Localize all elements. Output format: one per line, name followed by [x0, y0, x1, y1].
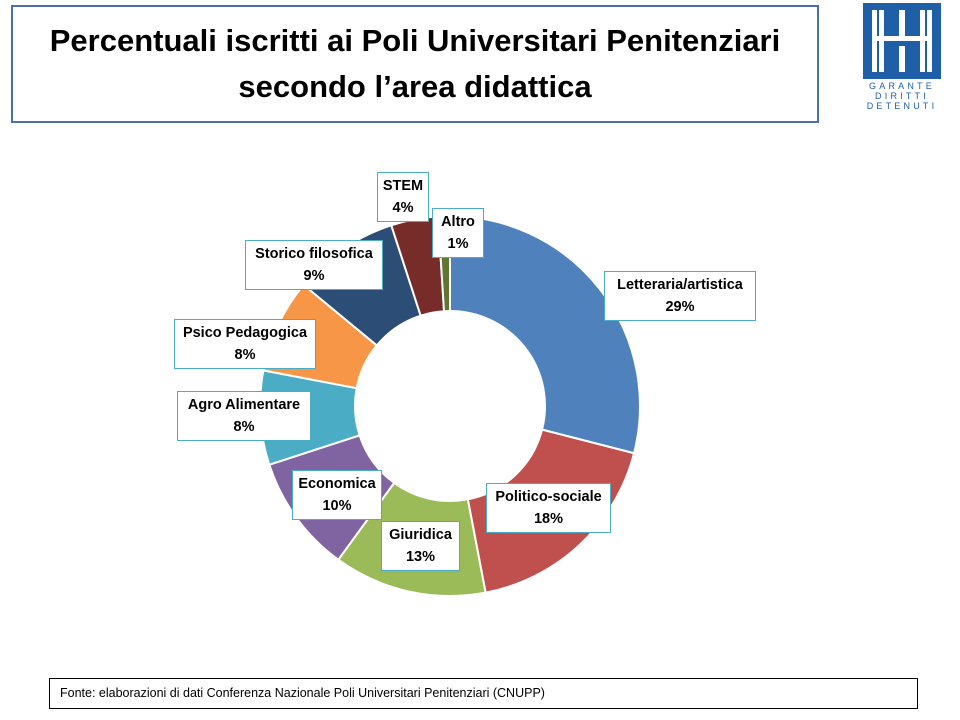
- data-label-economica: Economica 10%: [292, 470, 382, 520]
- data-label-agro-alimentare: Agro Alimentare 8%: [177, 391, 311, 441]
- data-label-name: Altro: [441, 214, 475, 230]
- logo-text-line-2: DIRITTI: [875, 91, 929, 101]
- data-label-name: Politico-sociale: [495, 489, 602, 505]
- data-label-letteraria-artistica: Letteraria/artistica 29%: [604, 271, 756, 321]
- garante-logo: GARANTE DIRITTI DETENUTI: [863, 3, 941, 113]
- title-box: Percentuali iscritti ai Poli Universitar…: [11, 5, 819, 123]
- data-label-storico-filosofica: Storico filosofica 9%: [245, 240, 383, 290]
- data-label-value: 1%: [447, 236, 469, 252]
- data-label-value: 29%: [665, 299, 695, 315]
- data-label-value: 9%: [303, 268, 325, 284]
- data-label-value: 8%: [233, 419, 255, 435]
- data-label-name: STEM: [382, 178, 424, 194]
- data-label-politico-sociale: Politico-sociale 18%: [486, 483, 611, 533]
- data-label-value: 13%: [405, 549, 436, 565]
- source-note: Fonte: elaborazioni di dati Conferenza N…: [49, 678, 918, 709]
- data-label-value: 18%: [533, 511, 564, 527]
- data-label-name: Agro Alimentare: [187, 397, 301, 413]
- data-label-name: Psico Pedagogica: [182, 325, 308, 341]
- title-line-2: secondo l’area didattica: [238, 69, 592, 104]
- data-label-altro: Altro 1%: [432, 208, 484, 258]
- data-label-name: Giuridica: [389, 527, 452, 543]
- slice-letteraria-artistica: [449, 214, 641, 455]
- data-label-psico-pedagogica: Psico Pedagogica 8%: [174, 319, 316, 369]
- logo-text-line-3: DETENUTI: [866, 101, 938, 111]
- data-label-stem: STEM 4%: [377, 172, 429, 222]
- logo-text-line-1: GARANTE: [869, 81, 935, 91]
- data-label-value: 10%: [322, 498, 352, 514]
- data-label-name: Storico filosofica: [255, 246, 373, 262]
- data-label-value: 4%: [392, 200, 414, 216]
- data-label-name: Economica: [298, 476, 376, 492]
- data-label-value: 8%: [234, 347, 256, 363]
- garante-logo-icon: [863, 3, 941, 79]
- data-label-giuridica: Giuridica 13%: [381, 521, 460, 571]
- data-label-name: Letteraria/artistica: [617, 277, 743, 293]
- title-line-1: Percentuali iscritti ai Poli Universitar…: [49, 23, 781, 58]
